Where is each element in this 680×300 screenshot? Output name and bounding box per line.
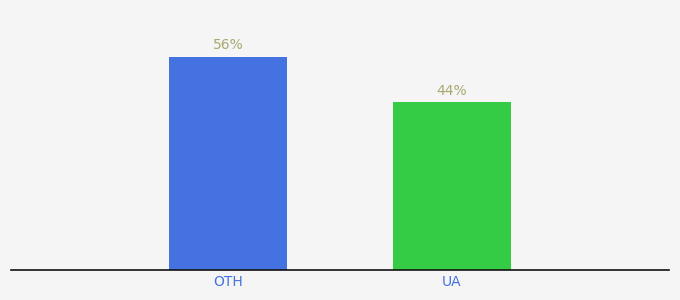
Text: 44%: 44%	[437, 84, 467, 98]
Bar	[392, 103, 511, 270]
Bar	[169, 57, 288, 270]
Text: 56%: 56%	[213, 38, 243, 52]
